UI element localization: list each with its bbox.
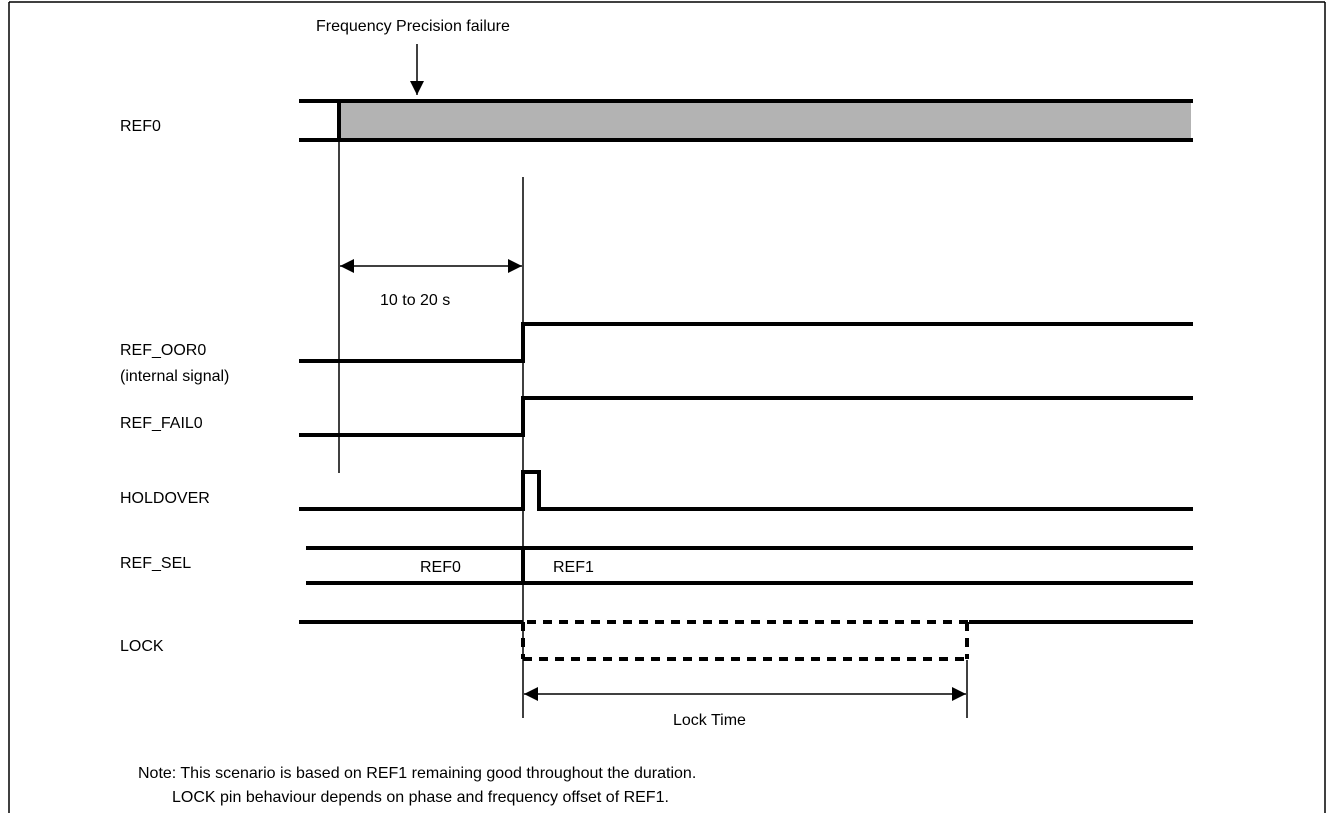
failure-annotation-label: Frequency Precision failure — [316, 18, 510, 35]
lock-waveform — [299, 620, 1193, 661]
signal-label-ref-sel: REF_SEL — [120, 555, 191, 572]
holdover-waveform — [299, 470, 1193, 511]
ref0-invalid-region — [339, 101, 1191, 140]
note-line-1: Note: This scenario is based on REF1 rem… — [138, 765, 696, 782]
ref-sel-value-after: REF1 — [553, 559, 594, 576]
signal-label-ref-oor0: REF_OOR0 — [120, 342, 206, 359]
lock-undefined-region — [521, 620, 969, 661]
lock-time-label: Lock Time — [673, 712, 746, 729]
diagram-frame — [8, 1, 1326, 813]
signal-label-lock: LOCK — [120, 638, 164, 655]
note-line-2: LOCK pin behaviour depends on phase and … — [172, 789, 669, 806]
ref-fail0-waveform — [299, 396, 1193, 437]
ref-sel-bus — [306, 546, 1193, 585]
ref0-waveform — [299, 99, 1193, 142]
signal-label-ref-fail0: REF_FAIL0 — [120, 415, 203, 432]
signal-label-ref0: REF0 — [120, 118, 161, 135]
signal-label-ref-oor0-note: (internal signal) — [120, 368, 229, 385]
signal-label-holdover: HOLDOVER — [120, 490, 210, 507]
detect-delay-label: 10 to 20 s — [380, 292, 450, 309]
ref-oor0-waveform — [299, 322, 1193, 363]
ref-sel-value-before: REF0 — [420, 559, 461, 576]
